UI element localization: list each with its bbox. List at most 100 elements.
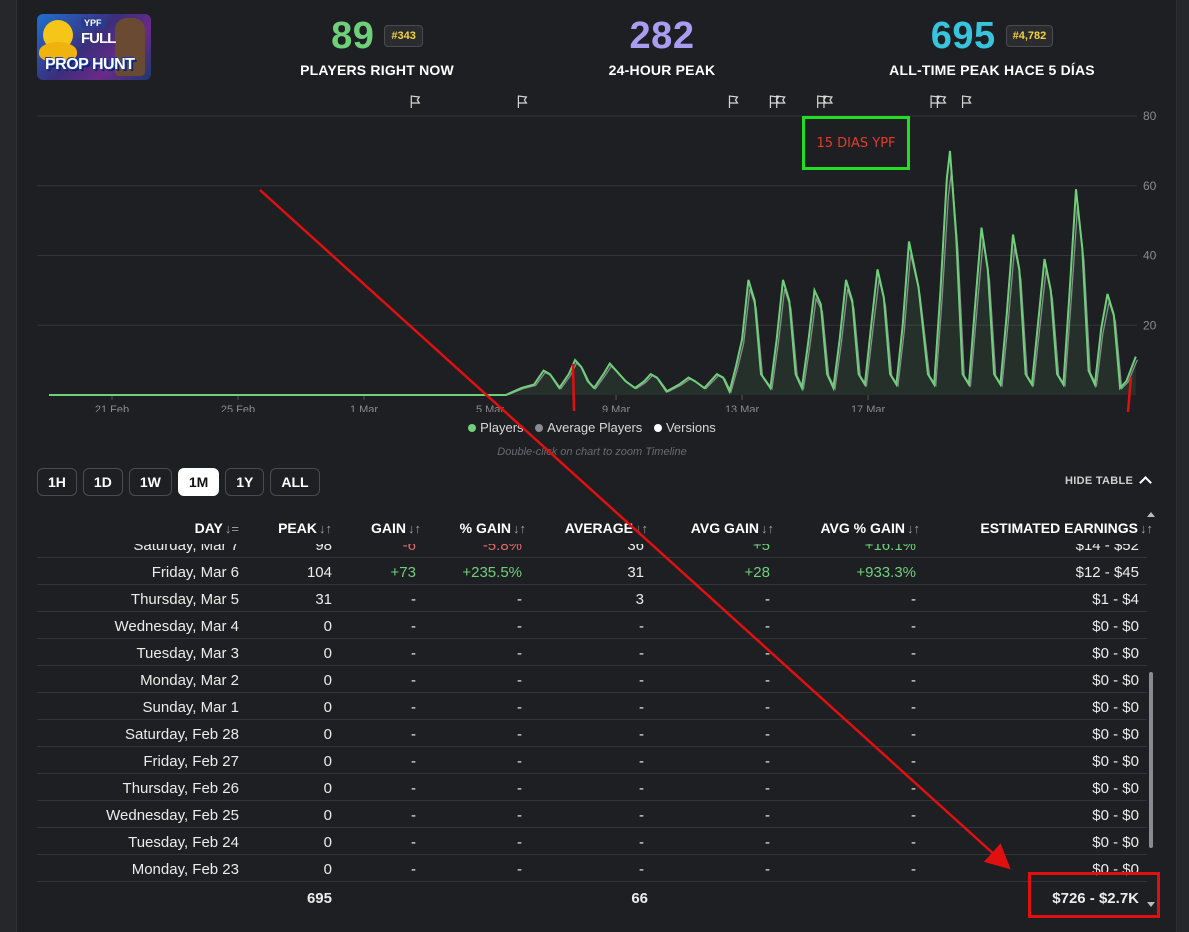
version-flag-icon	[961, 95, 972, 108]
cell-earnings: $0 - $0	[1092, 780, 1139, 797]
cell-avg-gain: -	[765, 807, 770, 824]
range-1h-button[interactable]: 1H	[37, 468, 77, 496]
cell-peak: 0	[323, 618, 332, 635]
header-label: AVERAGE	[564, 520, 633, 536]
stat-value: 282	[629, 14, 695, 57]
cell-average: -	[639, 726, 644, 743]
players-chart[interactable]: 200 400 600 800 21 Feb 25 Feb 1 Mar 5 Mar 9 Mar 1…	[37, 92, 1163, 416]
cell-gain: +73	[390, 564, 416, 581]
cell-avg-gain: +28	[744, 564, 770, 581]
cell-pct-gain: -	[517, 618, 522, 635]
legend-versions[interactable]: Versions	[653, 420, 716, 435]
legend-label: Average Players	[547, 420, 643, 435]
cell-average: 36	[627, 544, 644, 554]
x-tick-label: 21 Feb	[95, 404, 129, 412]
cell-avg-pct-gain: -	[911, 780, 916, 797]
range-1m-button[interactable]: 1M	[177, 468, 220, 496]
col-pct-gain-header[interactable]: % GAIN ↓↑	[460, 520, 526, 536]
cell-avg-pct-gain: +16.1%	[864, 544, 916, 554]
legend-average-dot	[535, 424, 544, 432]
cell-pct-gain: -	[517, 645, 522, 662]
cell-average: -	[639, 645, 644, 662]
cell-peak: 0	[323, 699, 332, 716]
chart-hint: Double-click on chart to zoom Timeline	[497, 446, 687, 458]
stat-value: 695	[930, 14, 996, 57]
cell-day: Friday, Feb 27	[143, 753, 239, 770]
cell-earnings: $0 - $0	[1092, 834, 1139, 851]
cell-avg-gain: +5	[752, 544, 770, 554]
cell-peak: 104	[306, 564, 332, 581]
table-rows: Saturday, Mar 7 98 -6 -5.8% 36 +5 +16.1% $14 - …	[37, 544, 1147, 882]
cell-gain: -	[411, 672, 416, 689]
character-image	[115, 18, 145, 76]
cell-earnings: $0 - $0	[1092, 753, 1139, 770]
sort-icon: ↓↑	[408, 521, 421, 536]
total-average: 66	[631, 890, 648, 907]
table-scrollbar[interactable]	[1149, 672, 1153, 848]
range-1y-button[interactable]: 1Y	[225, 468, 265, 496]
col-avg-gain-header[interactable]: AVG GAIN ↓↑	[691, 520, 774, 536]
col-earnings-header[interactable]: ESTIMATED EARNINGS ↓↑	[980, 520, 1153, 536]
cell-day: Thursday, Mar 5	[130, 591, 239, 608]
version-flag-icon	[936, 95, 947, 108]
legend-players[interactable]: Players	[468, 420, 524, 435]
col-gain-header[interactable]: GAIN ↓↑	[371, 520, 421, 536]
cell-avg-gain: -	[765, 591, 770, 608]
header-label: AVG GAIN	[690, 520, 759, 536]
cell-gain: -	[411, 699, 416, 716]
range-1w-button[interactable]: 1W	[128, 468, 172, 496]
cell-avg-gain: -	[765, 672, 770, 689]
legend-average-players[interactable]: Average Players	[535, 420, 642, 435]
table-row: Monday, Feb 23 0- - - - - $0 - $0	[37, 855, 1147, 882]
col-peak-header[interactable]: PEAK ↓↑	[278, 520, 332, 536]
range-all-button[interactable]: ALL	[270, 468, 320, 496]
col-day-header[interactable]: DAY ↓=	[195, 520, 239, 536]
legend-players-dot	[468, 424, 477, 432]
chart-svg[interactable]: 200 400 600 800 21 Feb 25 Feb 1 Mar 5 Mar 9 Mar 1…	[37, 92, 1163, 416]
y-tick-label: 400	[1143, 249, 1157, 263]
scroll-down-arrow-icon[interactable]	[1147, 902, 1155, 907]
version-flag-icon	[517, 95, 528, 108]
cell-pct-gain: -	[517, 672, 522, 689]
cell-gain: -	[411, 645, 416, 662]
scroll-up-arrow-icon[interactable]	[1147, 512, 1155, 517]
range-1d-button[interactable]: 1D	[82, 468, 123, 496]
thumbnail-tag: YPF	[81, 18, 105, 28]
stat-24h-peak: 282 24-HOUR PEAK	[522, 14, 802, 79]
col-average-header[interactable]: AVERAGE ↓↑	[565, 520, 648, 536]
range-selector: 1H 1D 1W 1M 1Y ALL	[37, 468, 320, 496]
cell-peak: 0	[323, 645, 332, 662]
table-row: Thursday, Feb 26 0 - - - - - $0 - $0	[37, 774, 1147, 801]
cell-peak: 0	[323, 807, 332, 824]
cell-avg-gain: -	[765, 861, 770, 878]
total-peak: 695	[306, 890, 332, 907]
cell-peak: 0	[323, 780, 332, 797]
x-tick-label: 5 Mar	[476, 404, 504, 412]
chevron-up-icon	[1139, 476, 1153, 489]
earnings-highlight-box	[1028, 872, 1160, 918]
game-thumbnail[interactable]: YPF FULL PROP HUNT	[37, 14, 151, 80]
x-tick-label: 9 Mar	[602, 404, 630, 412]
cell-peak: 0	[323, 834, 332, 851]
hide-table-button[interactable]: HIDE TABLE	[1065, 474, 1153, 489]
legend-label: Players	[480, 420, 524, 435]
cell-earnings: $14 - $52	[1075, 544, 1139, 554]
cell-earnings: $0 - $0	[1092, 726, 1139, 743]
cell-day: Saturday, Feb 28	[125, 726, 239, 743]
cell-avg-gain: -	[765, 834, 770, 851]
table-row: Wednesday, Mar 4 0 - - - - - $0 - $0	[37, 612, 1147, 639]
cell-average: -	[639, 699, 644, 716]
cell-pct-gain: -	[517, 780, 522, 797]
hide-table-label: HIDE TABLE	[1065, 474, 1134, 487]
x-tick-label: 1 Mar	[350, 404, 378, 412]
cell-average: -	[639, 672, 644, 689]
sort-icon: ↓↑	[907, 521, 920, 536]
cell-peak: 98	[315, 544, 332, 554]
version-flag-icon	[728, 95, 739, 108]
sort-icon: ↓↑	[635, 521, 648, 536]
cell-day: Monday, Mar 2	[140, 672, 239, 689]
col-avg-pct-gain-header[interactable]: AVG % GAIN ↓↑	[820, 520, 920, 536]
cell-day: Monday, Feb 23	[131, 861, 239, 878]
annotation-label: 15 DIAS YPF	[816, 135, 896, 151]
total-earnings: $726 - $2.7K	[1052, 890, 1139, 907]
